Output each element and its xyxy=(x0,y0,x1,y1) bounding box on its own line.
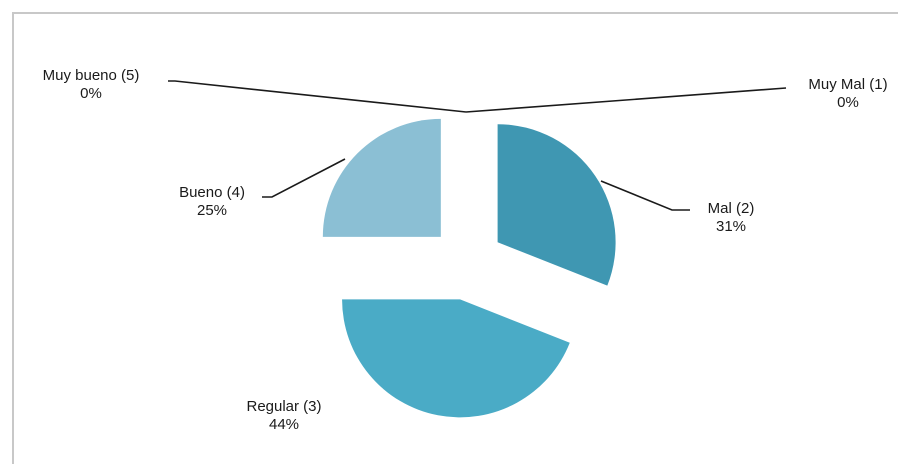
slice-label-name: Bueno (4) xyxy=(179,184,245,201)
pie-slice-regular-3 xyxy=(342,299,570,418)
slice-label-name: Mal (2) xyxy=(708,200,755,217)
slice-label-name: Muy Mal (1) xyxy=(808,76,887,93)
slice-label-name: Muy bueno (5) xyxy=(43,67,140,84)
slice-label-value: 31% xyxy=(716,218,746,235)
slice-label: Regular (3) 44% xyxy=(246,398,321,433)
slice-label-name: Regular (3) xyxy=(246,398,321,415)
pie-slice-bueno-4 xyxy=(322,118,441,237)
slice-label-value: 25% xyxy=(197,202,227,219)
slice-label-value: 0% xyxy=(837,94,859,111)
slice-label-value: 0% xyxy=(80,85,102,102)
leader-line xyxy=(600,180,690,211)
slice-label: Bueno (4) 25% xyxy=(179,184,245,219)
slice-label: Muy bueno (5) 0% xyxy=(43,67,140,102)
slice-label: Muy Mal (1) 0% xyxy=(808,76,887,111)
slice-label: Mal (2) 31% xyxy=(708,200,755,235)
leader-line xyxy=(262,158,346,198)
leader-line xyxy=(168,80,467,113)
slice-label-value: 44% xyxy=(269,416,299,433)
leader-line xyxy=(465,87,787,113)
pie-slice-mal-2 xyxy=(497,124,616,286)
